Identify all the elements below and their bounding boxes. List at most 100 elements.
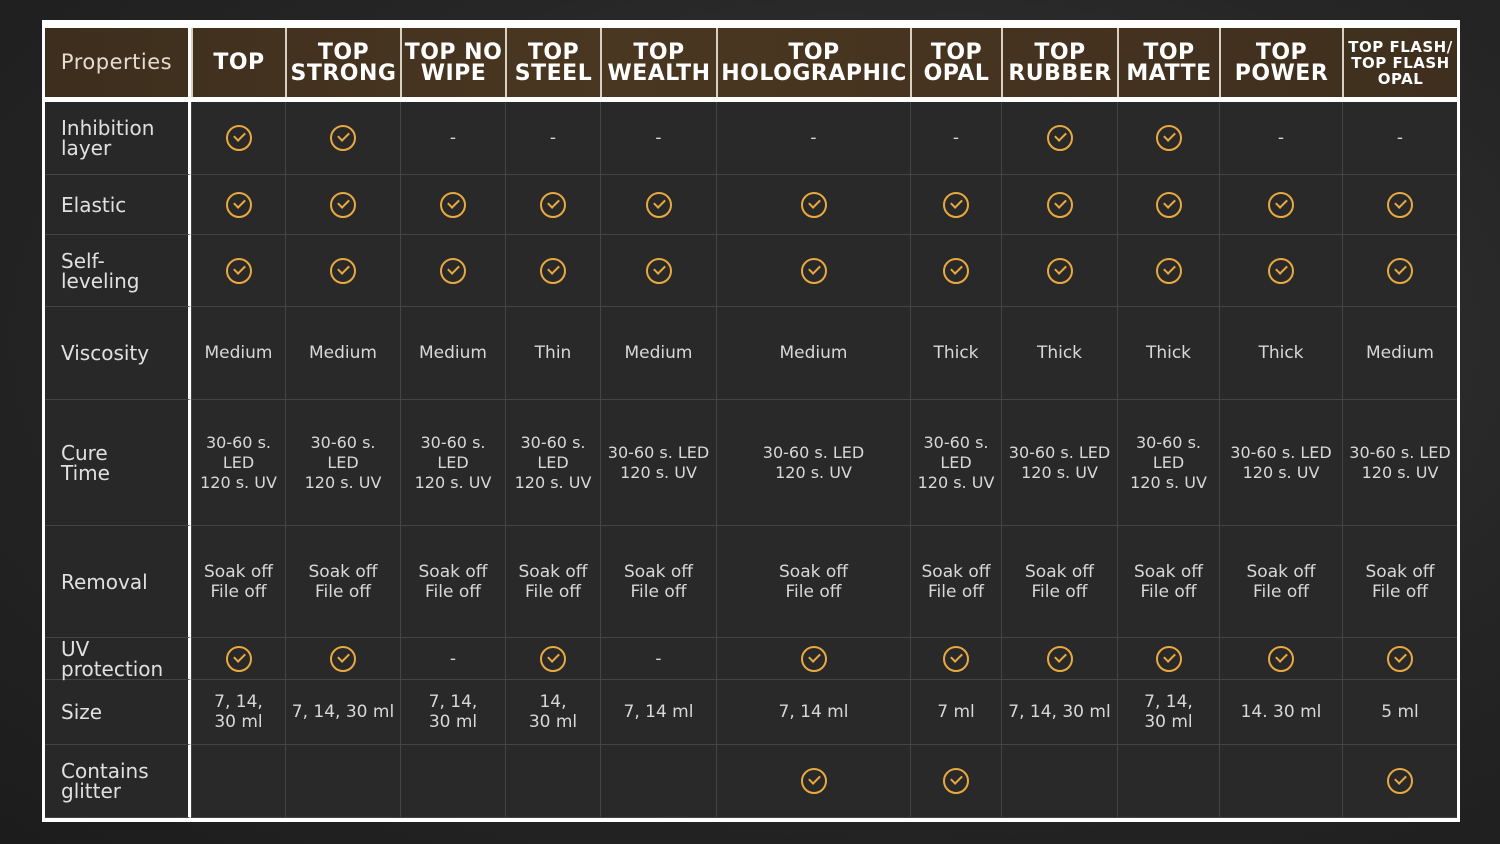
- table-cell: [1219, 175, 1342, 235]
- table-cell: 30-60 s. LED 120 s. UV: [1001, 400, 1117, 526]
- check-circle-icon: [1155, 125, 1182, 151]
- check-circle-icon: [1387, 768, 1413, 794]
- table-cell: 30-60 s. LED 120 s. UV: [285, 400, 400, 526]
- check-circle-icon: [540, 257, 566, 284]
- table-cell: [1001, 175, 1117, 235]
- check-circle-icon: [330, 125, 356, 151]
- check-circle-icon: [540, 645, 566, 672]
- row-label: Viscosity: [45, 307, 191, 400]
- table-cell: Soak off File off: [400, 526, 505, 638]
- check-circle-icon: [800, 768, 827, 794]
- table-cell: Soak off File off: [910, 526, 1001, 638]
- table-cell: 30-60 s. LED 120 s. UV: [1117, 400, 1219, 526]
- table-cell: 7, 14, 30 ml: [1001, 680, 1117, 745]
- table-cell: [1117, 175, 1219, 235]
- table-cell: [910, 235, 1001, 307]
- table-cell: [1342, 175, 1457, 235]
- check-circle-icon: [943, 645, 969, 672]
- row-label: Inhibition layer: [45, 102, 191, 175]
- table-cell: [191, 235, 285, 307]
- table-cell: Soak off File off: [1117, 526, 1219, 638]
- table-cell: 30-60 s. LED 120 s. UV: [1342, 400, 1457, 526]
- table-cell: [505, 745, 600, 818]
- table-cell: 30-60 s. LED 120 s. UV: [505, 400, 600, 526]
- table-cell: 7, 14 ml: [716, 680, 910, 745]
- table-cell: [1001, 745, 1117, 818]
- table-cell: 7, 14, 30 ml: [285, 680, 400, 745]
- product-header: TOP NO WIPE: [400, 28, 505, 97]
- table-cell: [1219, 638, 1342, 680]
- table-cell: Soak off File off: [1342, 526, 1457, 638]
- table-cell: [285, 638, 400, 680]
- check-circle-icon: [1387, 645, 1413, 672]
- product-header: TOP STRONG: [285, 28, 400, 97]
- check-circle-icon: [943, 257, 969, 284]
- table-cell: [191, 745, 285, 818]
- table-cell: [1117, 235, 1219, 307]
- check-circle-icon: [540, 191, 566, 218]
- table-cell: -: [910, 102, 1001, 175]
- check-circle-icon: [225, 191, 252, 218]
- table-cell: [191, 638, 285, 680]
- check-circle-icon: [1268, 191, 1294, 218]
- row-label: UV protection: [45, 638, 191, 680]
- row-label: Contains glitter: [45, 745, 191, 818]
- table-cell: Medium: [400, 307, 505, 400]
- table-cell: Thick: [910, 307, 1001, 400]
- table-cell: [1342, 745, 1457, 818]
- check-circle-icon: [1155, 257, 1182, 284]
- table-cell: Soak off File off: [716, 526, 910, 638]
- check-circle-icon: [1387, 257, 1413, 284]
- table-cell: [910, 175, 1001, 235]
- table-cell: [191, 175, 285, 235]
- check-circle-icon: [1046, 645, 1073, 672]
- comparison-table: Properties TOP TOP STRONG TOP NO WIPE TOP S…: [42, 20, 1460, 822]
- table-cell: 7 ml: [910, 680, 1001, 745]
- table-cell: [285, 235, 400, 307]
- table-cell: 5 ml: [1342, 680, 1457, 745]
- table-cell: -: [400, 638, 505, 680]
- table-cell: [1342, 638, 1457, 680]
- table-cell: -: [600, 102, 716, 175]
- check-circle-icon: [330, 191, 356, 218]
- table-cell: Medium: [716, 307, 910, 400]
- product-header: TOP OPAL: [910, 28, 1001, 97]
- product-header: TOP POWER: [1219, 28, 1342, 97]
- table-cell: -: [1342, 102, 1457, 175]
- table-cell: 30-60 s. LED 120 s. UV: [600, 400, 716, 526]
- check-circle-icon: [943, 768, 969, 794]
- table-cell: [285, 745, 400, 818]
- check-circle-icon: [1046, 191, 1073, 218]
- check-circle-icon: [225, 257, 252, 284]
- table-cell: 30-60 s. LED 120 s. UV: [716, 400, 910, 526]
- table-cell: -: [716, 102, 910, 175]
- table-header: Properties TOP TOP STRONG TOP NO WIPE TOP S…: [45, 28, 1457, 97]
- table-cell: [910, 638, 1001, 680]
- table-cell: [1001, 638, 1117, 680]
- table-cell: [505, 175, 600, 235]
- table-cell: [191, 102, 285, 175]
- check-circle-icon: [440, 191, 466, 218]
- check-circle-icon: [1155, 645, 1182, 672]
- table-cell: Soak off File off: [191, 526, 285, 638]
- check-circle-icon: [645, 257, 672, 284]
- table-cell: [400, 235, 505, 307]
- table-cell: [1117, 745, 1219, 818]
- table-cell: Thick: [1001, 307, 1117, 400]
- row-label: Elastic: [45, 175, 191, 235]
- table-cell: [285, 102, 400, 175]
- table-cell: 30-60 s. LED 120 s. UV: [400, 400, 505, 526]
- table-cell: Medium: [285, 307, 400, 400]
- check-circle-icon: [330, 645, 356, 672]
- check-circle-icon: [440, 257, 466, 284]
- table-cell: [505, 638, 600, 680]
- check-circle-icon: [645, 191, 672, 218]
- table-cell: Medium: [600, 307, 716, 400]
- table-body: Inhibition layer - - - - - - - Elastic Self- leve…: [45, 102, 1457, 818]
- table-cell: Medium: [1342, 307, 1457, 400]
- row-label: Cure Time: [45, 400, 191, 526]
- table-cell: Medium: [191, 307, 285, 400]
- table-cell: [1342, 235, 1457, 307]
- table-cell: -: [505, 102, 600, 175]
- table-cell: 30-60 s. LED 120 s. UV: [910, 400, 1001, 526]
